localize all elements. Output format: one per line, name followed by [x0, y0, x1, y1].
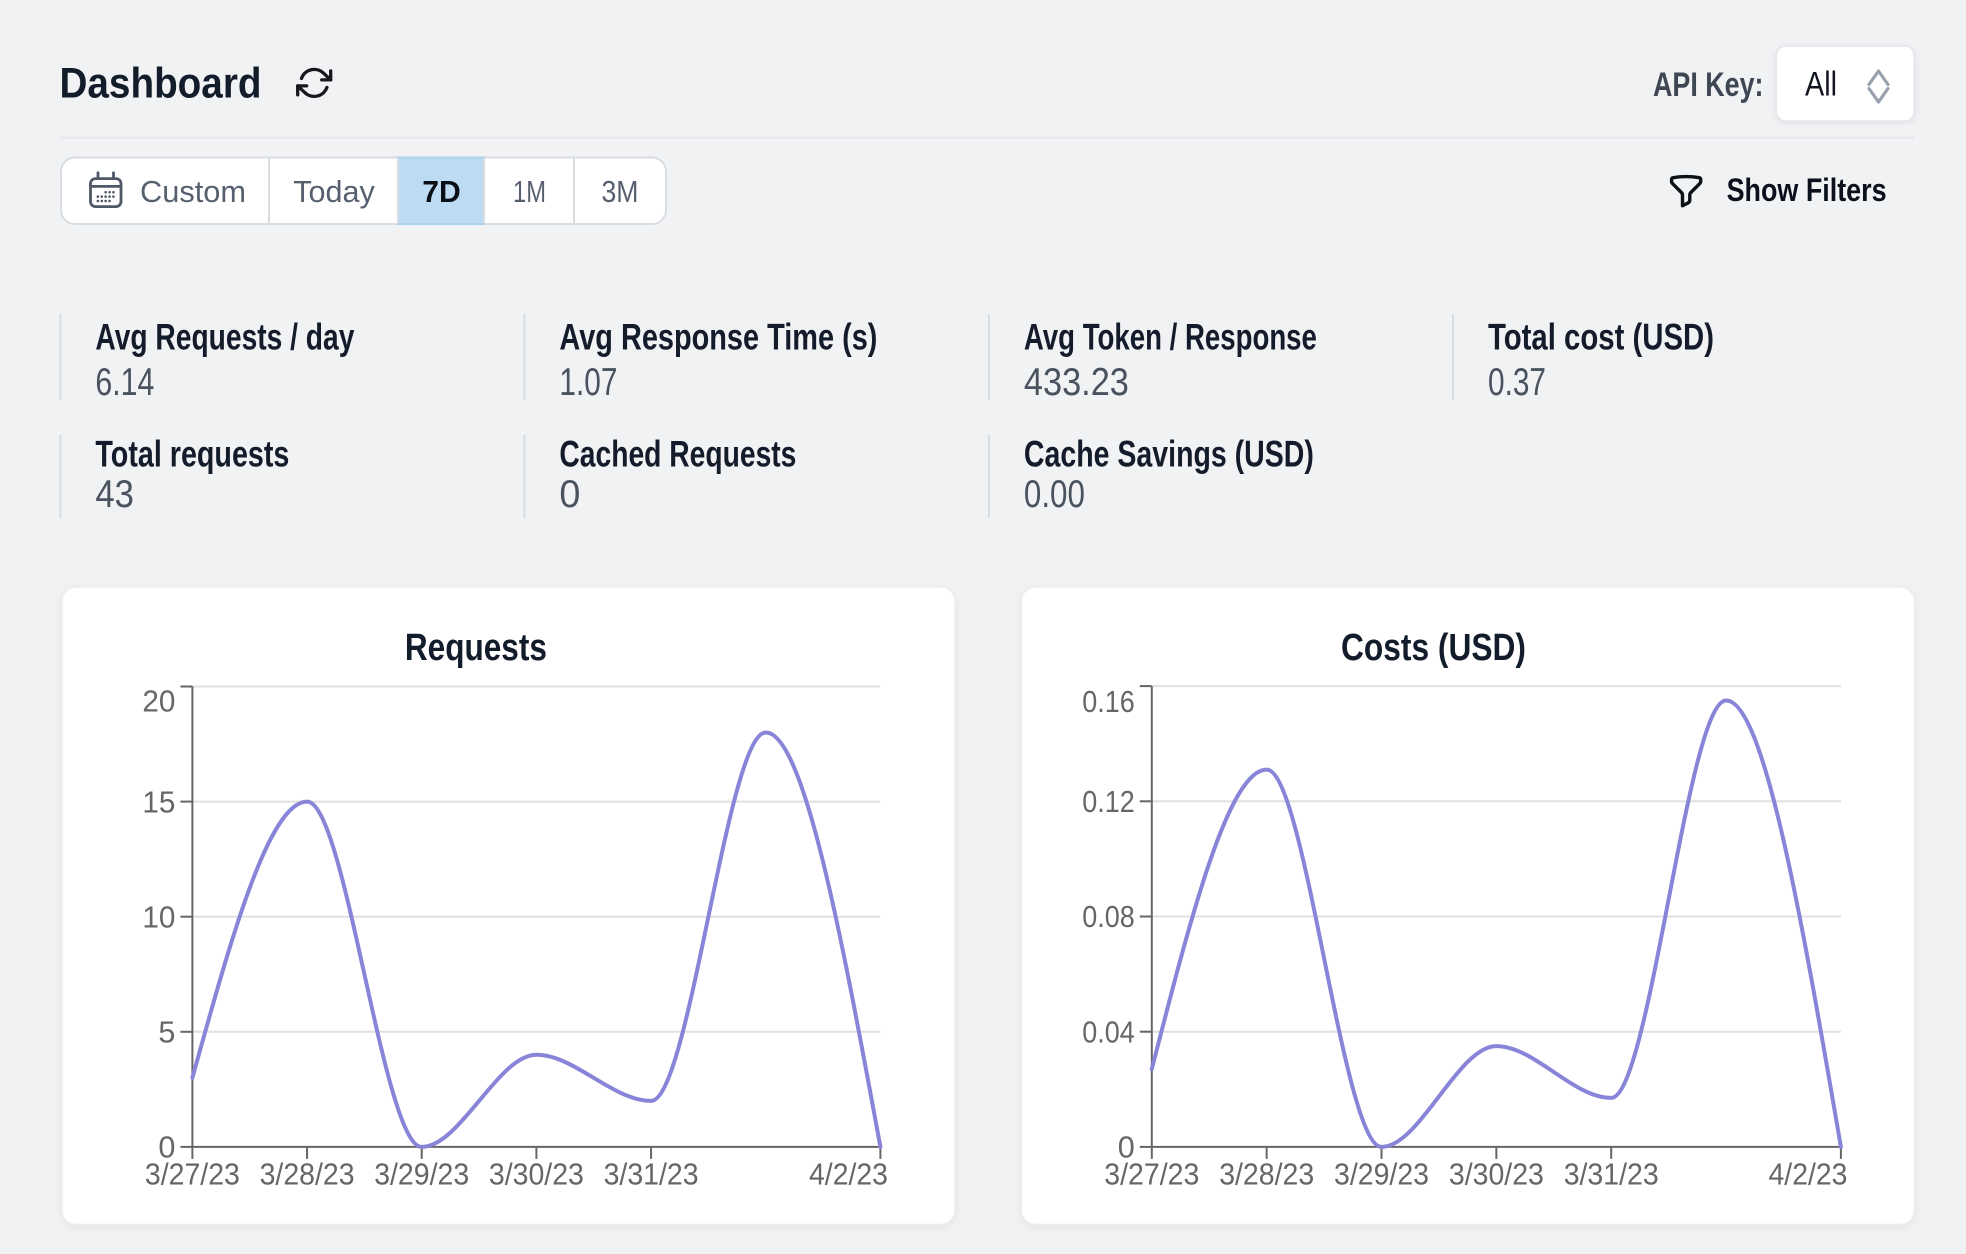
svg-text:0: 0: [1118, 1130, 1135, 1165]
svg-text:Cached Requests: Cached Requests: [559, 434, 796, 475]
svg-text:Total requests: Total requests: [95, 434, 289, 475]
svg-text:3/30/23: 3/30/23: [489, 1157, 584, 1192]
svg-text:3M: 3M: [602, 174, 639, 209]
svg-text:3/28/23: 3/28/23: [260, 1157, 355, 1192]
svg-text:Dashboard: Dashboard: [60, 60, 262, 108]
svg-text:Cache Savings (USD): Cache Savings (USD): [1024, 434, 1314, 475]
svg-text:0: 0: [559, 473, 580, 516]
svg-text:Avg Token / Response: Avg Token / Response: [1024, 317, 1317, 358]
svg-text:3/29/23: 3/29/23: [1334, 1157, 1429, 1192]
svg-text:Today: Today: [293, 174, 375, 209]
svg-text:0.00: 0.00: [1024, 473, 1085, 516]
svg-text:433.23: 433.23: [1024, 361, 1129, 404]
svg-text:3/28/23: 3/28/23: [1219, 1157, 1314, 1192]
svg-text:3/30/23: 3/30/23: [1449, 1157, 1544, 1192]
svg-text:1M: 1M: [513, 174, 546, 209]
svg-text:Custom: Custom: [140, 174, 246, 209]
svg-text:7D: 7D: [422, 174, 461, 209]
svg-text:1.07: 1.07: [559, 361, 617, 404]
svg-text:4/2/23: 4/2/23: [1769, 1157, 1848, 1192]
svg-text:API Key:: API Key:: [1653, 66, 1764, 104]
svg-text:20: 20: [142, 684, 175, 719]
svg-text:3/27/23: 3/27/23: [145, 1157, 240, 1192]
svg-text:Avg Requests / day: Avg Requests / day: [95, 317, 354, 358]
svg-text:6.14: 6.14: [95, 361, 154, 404]
svg-text:0.04: 0.04: [1082, 1014, 1135, 1049]
svg-text:0: 0: [158, 1130, 175, 1165]
svg-text:Costs (USD): Costs (USD): [1341, 627, 1526, 669]
svg-text:3/27/23: 3/27/23: [1104, 1157, 1199, 1192]
svg-text:0.37: 0.37: [1488, 361, 1546, 404]
svg-text:0.12: 0.12: [1082, 784, 1135, 819]
svg-text:Avg Response Time (s): Avg Response Time (s): [559, 317, 877, 358]
svg-text:4/2/23: 4/2/23: [809, 1157, 888, 1192]
svg-text:5: 5: [158, 1015, 175, 1050]
svg-text:3/31/23: 3/31/23: [1564, 1157, 1659, 1192]
svg-text:43: 43: [95, 473, 133, 516]
svg-text:10: 10: [142, 899, 175, 934]
svg-text:3/31/23: 3/31/23: [604, 1157, 699, 1192]
svg-text:Requests: Requests: [405, 627, 547, 669]
svg-text:3/29/23: 3/29/23: [374, 1157, 469, 1192]
svg-text:Total cost (USD): Total cost (USD): [1488, 317, 1714, 358]
svg-text:Show Filters: Show Filters: [1727, 172, 1887, 208]
svg-text:15: 15: [142, 784, 175, 819]
svg-text:0.08: 0.08: [1082, 899, 1135, 934]
svg-text:All: All: [1805, 66, 1837, 104]
svg-text:0.16: 0.16: [1082, 684, 1135, 719]
